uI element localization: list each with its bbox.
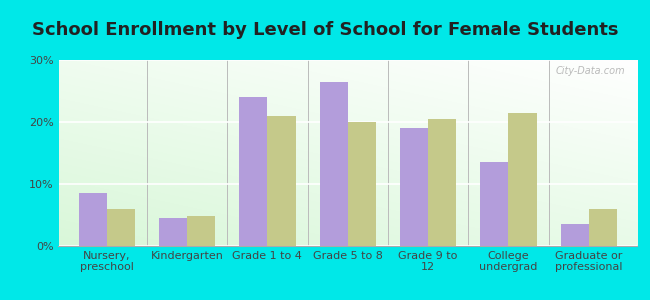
Bar [428, 119, 456, 246]
Bar [589, 209, 617, 246]
Bar [400, 128, 428, 246]
Bar [348, 122, 376, 246]
Text: City-Data.com: City-Data.com [556, 66, 625, 76]
Bar [159, 218, 187, 246]
Bar [508, 113, 536, 246]
Bar [480, 162, 508, 246]
Bar [320, 82, 348, 246]
Bar [79, 193, 107, 246]
Bar [267, 116, 296, 246]
Bar [239, 97, 267, 246]
Bar [187, 216, 215, 246]
Bar [107, 209, 135, 246]
Text: School Enrollment by Level of School for Female Students: School Enrollment by Level of School for… [32, 21, 618, 39]
Bar [561, 224, 589, 246]
